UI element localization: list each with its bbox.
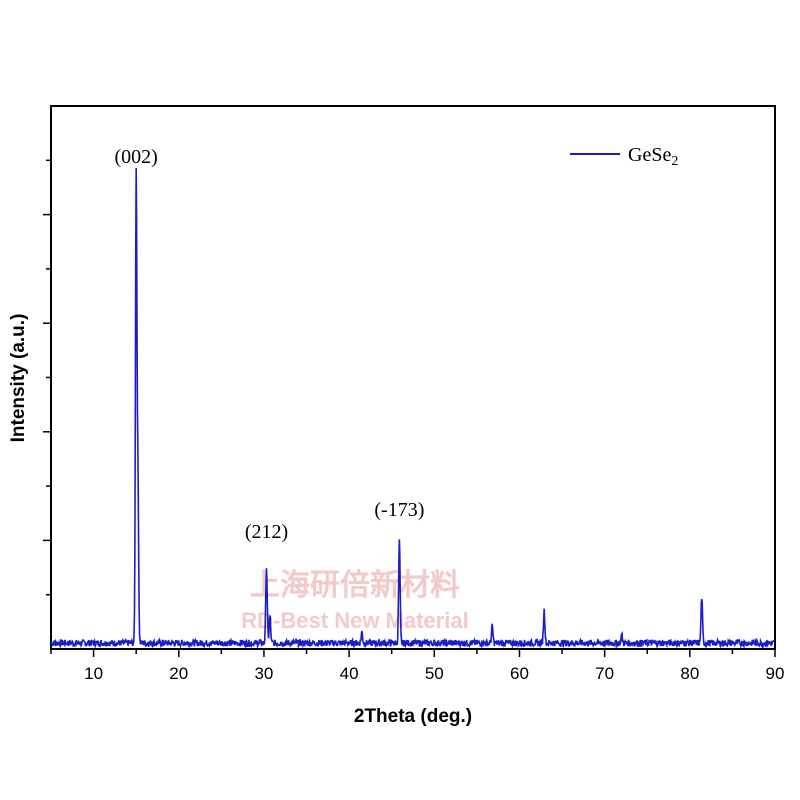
x-tick-label: 60 xyxy=(510,664,529,683)
y-axis-title: Intensity (a.u.) xyxy=(8,314,29,443)
watermark-chinese: 上海研倍新材料 xyxy=(250,568,460,603)
x-tick-label: 90 xyxy=(766,664,785,683)
x-tick-label: 30 xyxy=(254,664,273,683)
peak-annotation: (002) xyxy=(115,146,158,168)
x-axis-title: 2Theta (deg.) xyxy=(354,706,472,727)
peak-annotations: (002) (212) (-173) xyxy=(115,146,425,543)
x-axis-ticks: 10 20 30 40 50 60 70 80 90 xyxy=(50,649,785,683)
series-line-gese2 xyxy=(50,167,776,650)
x-tick-label: 10 xyxy=(84,664,103,683)
legend: GeSe2 xyxy=(570,144,678,169)
legend-label-sub: 2 xyxy=(671,154,678,169)
legend-label-main: GeSe xyxy=(628,144,671,166)
x-tick-label: 70 xyxy=(595,664,614,683)
watermark-english: RD-Best New Material xyxy=(241,608,468,633)
peak-annotation: (212) xyxy=(245,521,288,543)
x-tick-label: 80 xyxy=(680,664,699,683)
x-tick-label: 50 xyxy=(425,664,444,683)
y-axis-ticks xyxy=(43,159,51,596)
legend-label: GeSe2 xyxy=(628,144,678,169)
x-tick-label: 40 xyxy=(340,664,359,683)
x-tick-label: 20 xyxy=(169,664,188,683)
peak-annotation: (-173) xyxy=(374,499,424,521)
